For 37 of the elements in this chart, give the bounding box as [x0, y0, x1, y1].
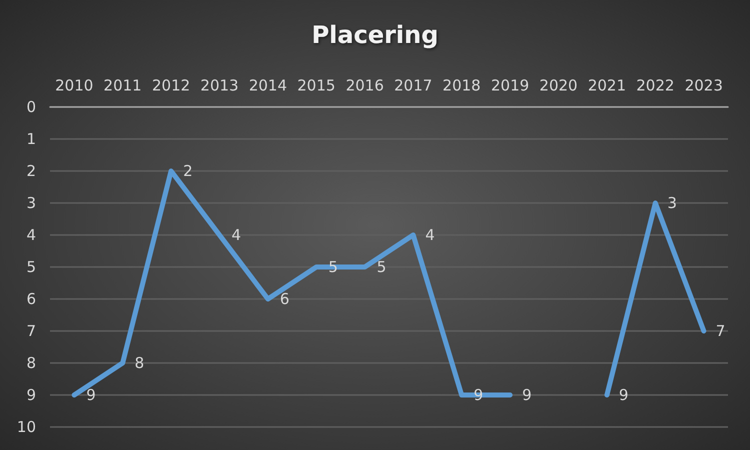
y-tick-label: 2	[26, 162, 36, 180]
y-tick-label: 7	[26, 322, 36, 340]
x-tick-label: 2019	[490, 76, 530, 94]
y-tick-label: 5	[26, 258, 36, 276]
chart-title: Placering	[312, 21, 438, 49]
x-tick-label: 2015	[297, 76, 336, 94]
y-tick-label: 1	[26, 130, 36, 148]
y-tick-label: 9	[26, 386, 36, 404]
data-label: 4	[232, 226, 242, 244]
data-label: 3	[667, 194, 677, 212]
y-tick-label: 0	[26, 98, 36, 116]
data-label: 9	[86, 386, 96, 404]
data-label: 8	[134, 354, 144, 372]
data-label: 5	[376, 258, 386, 276]
x-tick-label: 2020	[539, 76, 578, 94]
x-tick-label: 2014	[248, 76, 288, 94]
x-tick-label: 2022	[636, 76, 674, 94]
x-tick-label: 2023	[684, 76, 723, 94]
x-tick-label: 2021	[588, 76, 626, 94]
y-tick-label: 8	[26, 354, 36, 372]
data-label: 9	[618, 386, 628, 404]
x-tick-label: 2017	[394, 76, 432, 94]
x-tick-label: 2016	[346, 76, 384, 94]
x-tick-label: 2010	[55, 76, 94, 94]
data-label: 6	[280, 290, 290, 308]
data-label: 7	[716, 322, 726, 340]
data-label: 2	[183, 162, 193, 180]
data-label: 9	[522, 386, 532, 404]
x-tick-label: 2011	[104, 76, 142, 94]
y-tick-label: 6	[26, 290, 36, 308]
y-tick-label: 10	[16, 418, 36, 436]
y-tick-label: 4	[26, 226, 36, 244]
x-tick-label: 2012	[152, 76, 190, 94]
y-tick-label: 3	[26, 194, 36, 212]
x-tick-label: 2018	[442, 76, 481, 94]
data-label: 4	[425, 226, 435, 244]
x-tick-label: 2013	[200, 76, 239, 94]
